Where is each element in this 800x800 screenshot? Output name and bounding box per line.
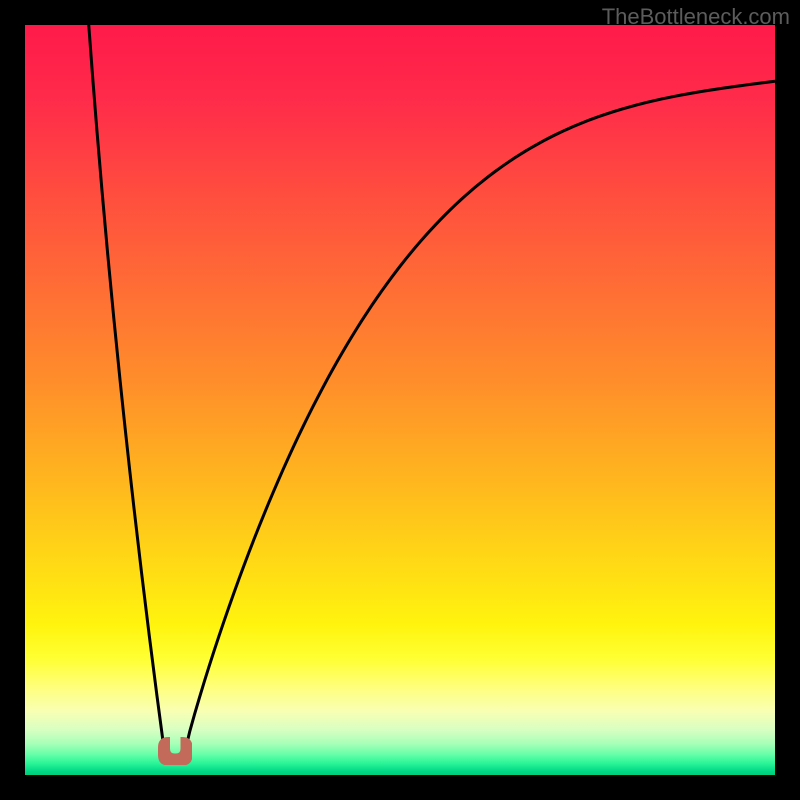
watermark-text: TheBottleneck.com xyxy=(602,4,790,30)
plot-area xyxy=(25,25,775,775)
minimum-marker-icon xyxy=(158,737,193,766)
horseshoe-shape xyxy=(158,737,193,766)
bottleneck-curve xyxy=(25,25,775,775)
curve-line xyxy=(89,25,775,759)
chart-frame: TheBottleneck.com xyxy=(0,0,800,800)
